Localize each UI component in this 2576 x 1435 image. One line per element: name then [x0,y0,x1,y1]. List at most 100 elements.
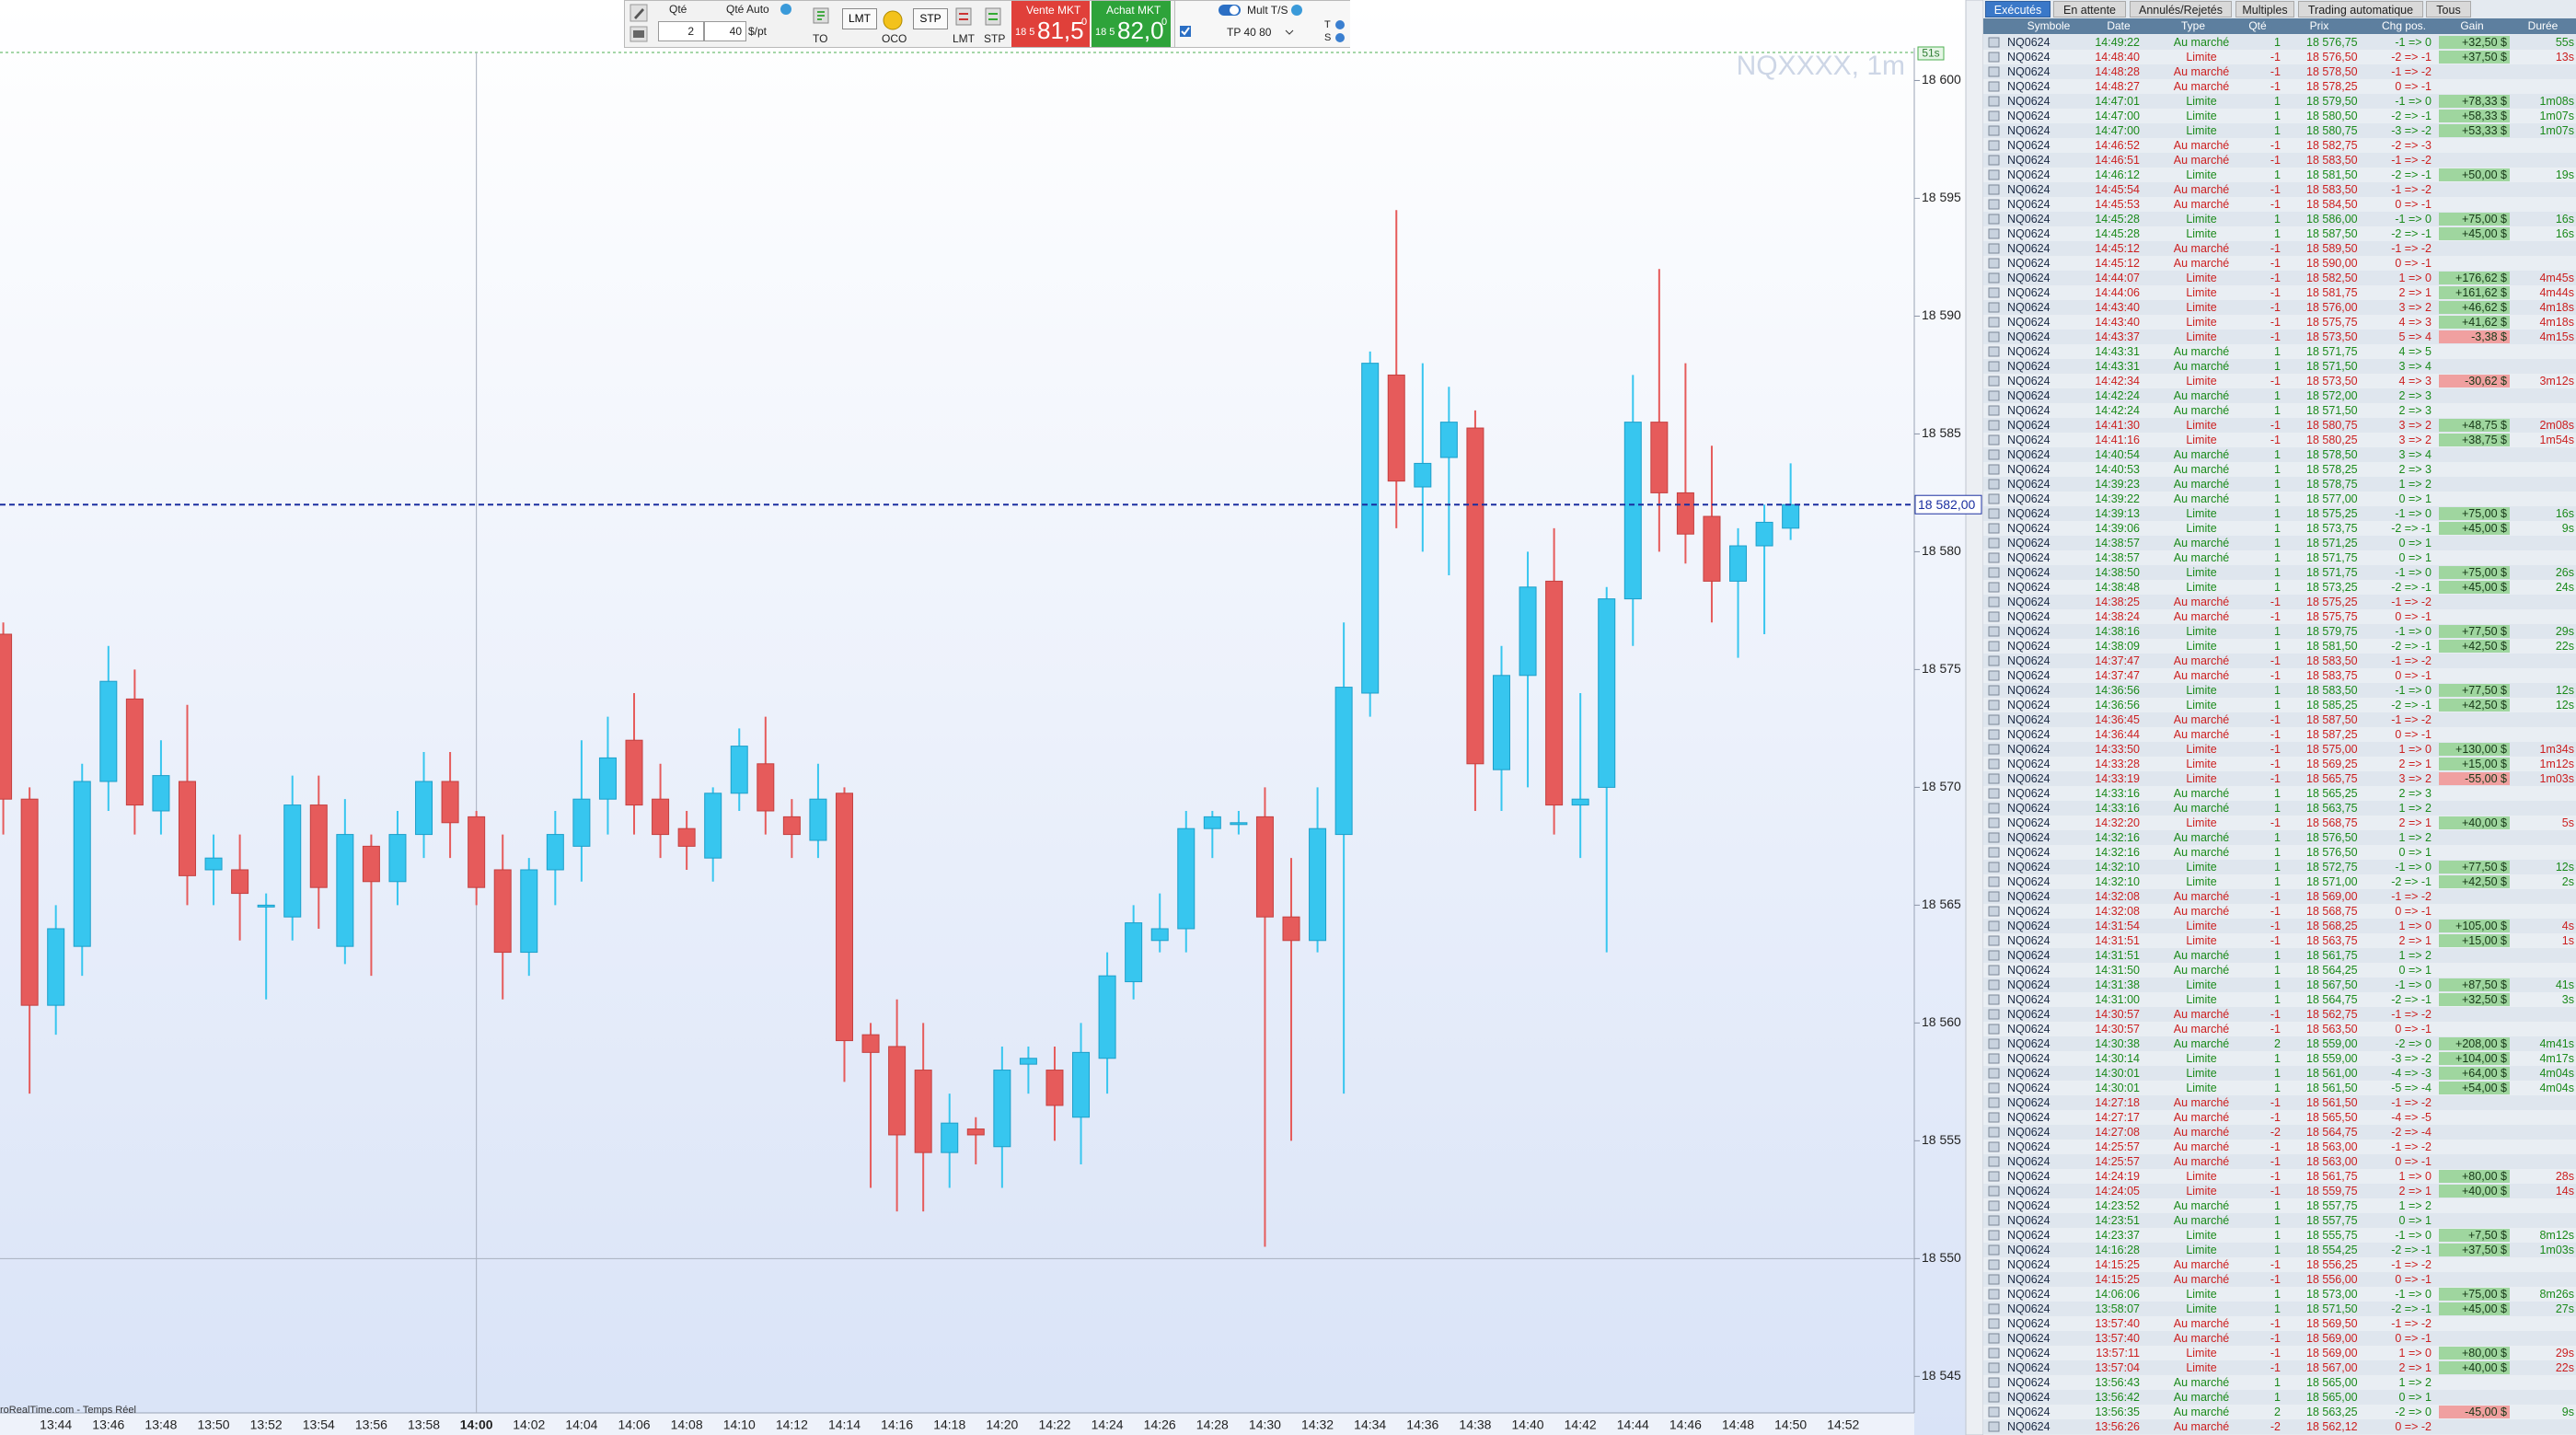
trade-row: NQ0624 14:46:12 Limite 1 18 581,50 -2 => -1 +5… [1983,167,2576,182]
row-icon [1988,685,2000,695]
stp-button[interactable]: STP [913,8,948,29]
gain-cell [2439,565,2510,579]
tab[interactable]: Trading automatique [2298,1,2423,17]
tp-preset[interactable]: TP 40 80 [1227,26,1272,39]
row-icon [1988,1421,2000,1431]
trade-cell: NQ0624 [2007,1036,2050,1050]
toolbar-icons[interactable] [629,3,649,45]
trade-cell: NQ0624 [2007,374,2050,388]
oco-icon[interactable] [883,10,903,30]
column-header[interactable]: Gain [2460,19,2484,32]
trade-row: NQ0624 14:48:27 Au marché -1 18 578,25 0 => -… [1983,78,2576,94]
trade-cell: NQ0624 [2007,550,2050,564]
trade-cell: 18 561,75 [2306,948,2358,962]
row-icon [1988,847,2000,857]
trade-cell: +40,00 $ [2461,1184,2507,1198]
trade-cell: +15,00 $ [2461,933,2507,947]
row-icon [1988,1097,2000,1107]
trade-cell: 14:45:28 [2095,212,2140,226]
column-header[interactable]: Chg pos. [2381,19,2427,32]
splitter[interactable] [1965,0,1983,1435]
candle-body [730,746,748,794]
x-tick-label: 13:48 [144,1418,177,1432]
candle-body [125,698,144,806]
tp-dropdown[interactable] [1284,28,1295,37]
sell-market-button[interactable]: Vente MKT 18 5 81,5 0 [1011,1,1090,47]
trade-cell: Limite [2186,506,2217,520]
x-tick-label: 14:06 [618,1418,650,1432]
gain-cell [2439,1346,2510,1360]
buy-market-button[interactable]: Achat MKT 18 5 82,0 0 [1092,1,1171,47]
column-header[interactable]: Symbole [2027,19,2071,32]
x-tick-label: 14:02 [513,1418,545,1432]
row-icon [1988,758,2000,769]
trade-cell: NQ0624 [2007,536,2050,550]
trade-cell: Au marché [2173,64,2230,78]
trade-cell: NQ0624 [2007,757,2050,770]
trade-row: NQ0624 14:33:28 Limite -1 18 569,25 2 => 1 +15… [1983,756,2576,771]
gain-cell [2439,35,2510,49]
trade-cell: 18 576,50 [2306,50,2358,64]
trade-cell: 1m07s [2539,123,2574,137]
trade-row: NQ0624 14:30:57 Au marché -1 18 562,75 -1 => … [1983,1006,2576,1022]
trade-cell: Au marché [2173,654,2230,667]
tp-checkbox[interactable] [1179,25,1192,38]
candle-body [0,633,13,800]
candle-body [1598,598,1616,788]
column-header[interactable]: Durée [2527,19,2559,32]
tab[interactable]: Annulés/Rejetés [2130,1,2232,17]
trade-cell: 18 578,25 [2306,462,2358,476]
column-header[interactable]: Type [2180,19,2206,32]
trade-cell: NQ0624 [2007,978,2050,991]
trade-cell: +75,00 $ [2461,506,2507,520]
to-icon[interactable] [812,6,830,27]
mult-toggle[interactable] [1218,4,1242,17]
trade-cell: NQ0624 [2007,477,2050,491]
qty-input[interactable]: 2 [658,21,704,41]
trade-cell: 14:16:28 [2095,1243,2140,1256]
order-icons[interactable] [954,6,1010,29]
column-header[interactable]: Date [2107,19,2131,32]
trade-cell: Au marché [2173,153,2230,167]
trade-cell: -1 [2270,374,2281,388]
trade-cell: Limite [2186,109,2217,122]
trade-cell: 1 [2274,1390,2281,1404]
column-header[interactable]: Qté [2248,19,2267,32]
x-tick-label: 13:52 [250,1418,283,1432]
y-tick-label: 18 560 [1922,1014,1961,1029]
trade-cell: 14:32:16 [2095,845,2140,859]
candle-body [152,775,170,812]
tab[interactable]: Exécutés [1985,1,2050,17]
trade-cell: -1 => 0 [2395,624,2432,638]
trade-cell: -1 [2270,1331,2281,1345]
trade-cell: 1 [2274,1228,2281,1242]
trade-cell: 2s [2561,874,2574,888]
auto-qty-info[interactable] [780,3,792,16]
x-tick-label: 14:28 [1196,1418,1229,1432]
lot-value: 40 [729,25,742,38]
row-icon [1988,1156,2000,1166]
trade-cell: 1 [2274,565,2281,579]
ts-icons[interactable] [1334,19,1346,45]
gain-cell [2439,816,2510,829]
tab[interactable]: En attente [2053,1,2126,17]
lot-input[interactable]: 40 [704,21,746,41]
trade-cell: -1 [2270,433,2281,446]
trade-cell: Au marché [2173,388,2230,402]
tab[interactable]: Multiples [2235,1,2294,17]
column-header[interactable]: Prix [2309,19,2329,32]
gain-cell [2439,506,2510,520]
buy-fraction: 0 [1161,17,1168,28]
trade-cell: 1 [2274,109,2281,122]
trade-cell: 1 [2274,1051,2281,1065]
tab[interactable]: Tous [2426,1,2471,17]
trade-cell: Limite [2186,639,2217,653]
mult-info[interactable] [1290,4,1303,17]
gain-cell [2439,330,2510,343]
trade-cell: 14:38:57 [2095,550,2140,564]
candle-body [257,904,275,908]
lmt-button[interactable]: LMT [842,8,877,29]
x-tick-label: 14:16 [881,1418,913,1432]
trade-cell: Au marché [2173,182,2230,196]
trade-cell: 14:30:01 [2095,1066,2140,1080]
